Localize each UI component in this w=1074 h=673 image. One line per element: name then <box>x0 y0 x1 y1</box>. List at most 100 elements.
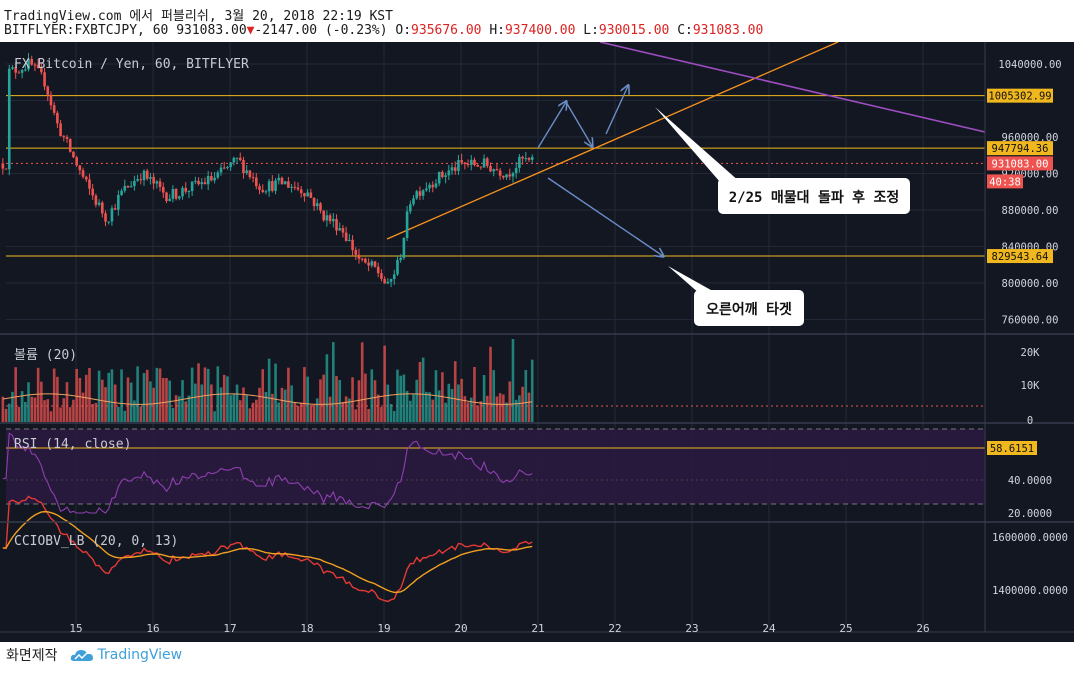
volume-bar <box>370 369 374 422</box>
volume-bar <box>287 367 290 422</box>
volume-bar <box>210 384 213 422</box>
volume-bar <box>473 366 476 422</box>
volume-bar <box>120 369 123 422</box>
candle-body <box>251 177 255 179</box>
candle-body <box>56 112 59 124</box>
candle-body <box>392 274 396 280</box>
candle-body <box>527 158 531 160</box>
candle-body <box>367 262 370 266</box>
candle-body <box>434 183 438 188</box>
volume-bar <box>40 381 43 422</box>
candle-body <box>232 157 236 163</box>
candle-body <box>309 192 313 198</box>
candle-body <box>322 210 325 221</box>
chart-area[interactable]: 1040000.00960000.00920000.00880000.00840… <box>0 42 1074 642</box>
candle-body <box>492 169 496 172</box>
candle-body <box>415 191 419 199</box>
volume-bar <box>126 377 130 422</box>
trendline-support <box>386 42 839 240</box>
volume-bar <box>46 399 50 422</box>
volume-bar <box>322 374 325 422</box>
time-tick: 25 <box>839 622 852 635</box>
candle-body <box>107 221 111 223</box>
volume-bar <box>344 396 348 422</box>
volume-bar <box>129 382 133 422</box>
candle-body <box>11 67 14 69</box>
volume-bar <box>203 367 207 422</box>
volume-bar <box>457 384 460 422</box>
candles <box>1 53 534 288</box>
candle-body <box>364 258 367 263</box>
candle-body <box>383 279 386 284</box>
level-tag-bg <box>987 141 1053 156</box>
callouts: 2/25 매물대 돌파 후 조정 오른어깨 타겟 <box>655 107 910 326</box>
callout-box-1 <box>718 178 910 214</box>
change-pct: (-0.23%) <box>324 23 388 38</box>
candle-body <box>258 186 261 190</box>
volume-bar <box>139 406 143 422</box>
volume-bar <box>508 381 512 422</box>
countdown-tag-bg <box>987 174 1023 189</box>
candle-body <box>530 156 534 160</box>
candle-body <box>479 166 483 168</box>
candle-body <box>161 187 165 193</box>
open-label: O: <box>395 23 412 38</box>
volume-tick: 20K <box>1021 347 1041 359</box>
candle-body <box>81 170 85 177</box>
volume-bar <box>319 379 322 422</box>
candle-body <box>476 165 479 167</box>
candle-body <box>389 279 393 282</box>
candle-body <box>52 105 56 113</box>
projection-arrow <box>565 101 592 146</box>
volume-bar <box>511 339 515 422</box>
candle-body <box>328 215 332 222</box>
volume-bar <box>94 402 98 422</box>
volume-bar <box>238 400 242 422</box>
candle-body <box>431 184 435 188</box>
volume-bar <box>502 394 505 422</box>
volume-bar <box>133 400 136 422</box>
ohlc-line: BITFLYER:FXBTCJPY, 60 931083.00▼-2147.00… <box>4 23 763 38</box>
candle-body <box>1 163 5 169</box>
open-value: 935676.00 <box>411 23 482 38</box>
volume-bar <box>367 408 370 422</box>
volume-bar <box>235 384 239 422</box>
volume-bar <box>418 361 422 422</box>
candle-body <box>91 188 94 196</box>
candle-body <box>521 156 524 159</box>
volume-bar <box>306 376 309 422</box>
down-arrow-icon: ▼ <box>246 23 255 38</box>
candle-body <box>409 204 412 212</box>
candle-body <box>113 208 117 210</box>
volume-bar <box>315 398 319 422</box>
level-tag: 1005302.99 <box>988 91 1051 103</box>
candle-body <box>229 162 232 168</box>
volume-bar <box>155 367 159 422</box>
volume-bar <box>152 387 155 422</box>
candle-body <box>437 171 441 184</box>
volume-bar <box>251 402 255 422</box>
volume-bar <box>59 407 62 422</box>
publish-line: TradingView.com 에서 퍼블리쉬, 3월 20, 2018 22:… <box>4 9 393 24</box>
volume-bar <box>4 408 8 422</box>
volume-bar <box>242 387 245 422</box>
chart-background <box>0 42 1074 642</box>
volume-bar <box>277 402 281 422</box>
volume-bar <box>117 406 120 422</box>
last-price-tag-bg <box>987 156 1053 171</box>
tradingview-logo[interactable]: TradingView <box>70 647 182 663</box>
volume-bar <box>33 397 37 422</box>
candle-body <box>290 186 293 188</box>
candle-body <box>194 180 197 182</box>
candle-body <box>226 167 229 169</box>
volume-bar <box>373 380 377 422</box>
volume-bar <box>396 369 399 422</box>
level-tag-bg <box>987 249 1053 264</box>
candle-body <box>33 64 37 66</box>
price-tick: 880000.00 <box>1002 205 1059 217</box>
rsi-band <box>6 428 985 505</box>
candle-body <box>338 228 342 231</box>
volume-bar <box>49 411 53 422</box>
candle-body <box>450 167 454 171</box>
